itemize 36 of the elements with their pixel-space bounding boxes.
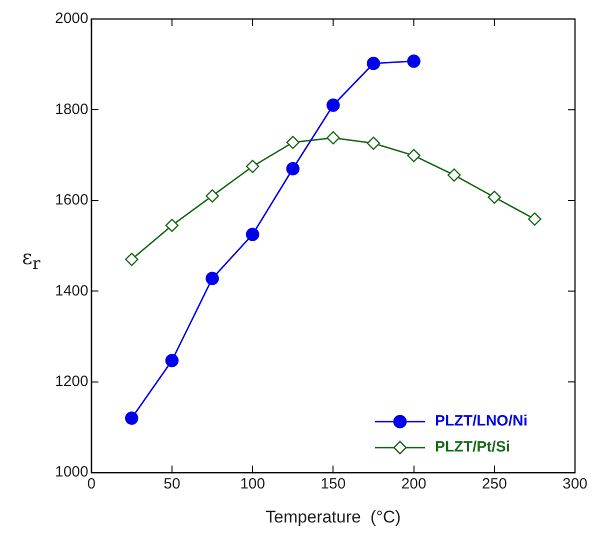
point <box>326 131 340 144</box>
legend-label: PLZT/LNO/Ni <box>435 412 528 430</box>
point <box>246 160 260 174</box>
y-tick-label: 2000 <box>54 10 88 28</box>
point <box>447 168 461 182</box>
x-tick-label: 0 <box>87 476 96 493</box>
point <box>165 354 179 368</box>
point <box>528 212 542 226</box>
x-tick-label: 300 <box>562 476 588 493</box>
point <box>407 148 420 162</box>
legend-label: PLZT/Pt/Si <box>435 438 510 456</box>
x-tick-label: 100 <box>240 476 266 493</box>
point <box>326 98 340 112</box>
point <box>125 252 138 266</box>
x-tick-label: 250 <box>482 476 507 493</box>
x-tick-label: 200 <box>401 476 426 493</box>
point <box>206 189 219 203</box>
y-tick-label: 1000 <box>54 464 88 481</box>
point <box>165 218 179 232</box>
y-tick-label: 1200 <box>54 373 88 390</box>
x-axis-title: Temperature (°C) <box>266 507 401 526</box>
point <box>286 162 300 176</box>
point <box>407 54 420 68</box>
y-tick-label: 1400 <box>54 282 88 300</box>
x-tick-label: 50 <box>164 476 180 493</box>
y-tick-label: 1800 <box>54 100 88 118</box>
point <box>125 412 138 425</box>
point <box>286 136 300 150</box>
point <box>246 228 260 242</box>
point <box>366 136 380 150</box>
y-tick-label: 1600 <box>54 192 88 209</box>
y-axis-title: ε$_{r}$ <box>22 245 40 273</box>
x-tick-label: 150 <box>320 476 346 493</box>
point <box>366 56 380 70</box>
point <box>488 190 502 204</box>
point <box>206 272 219 286</box>
